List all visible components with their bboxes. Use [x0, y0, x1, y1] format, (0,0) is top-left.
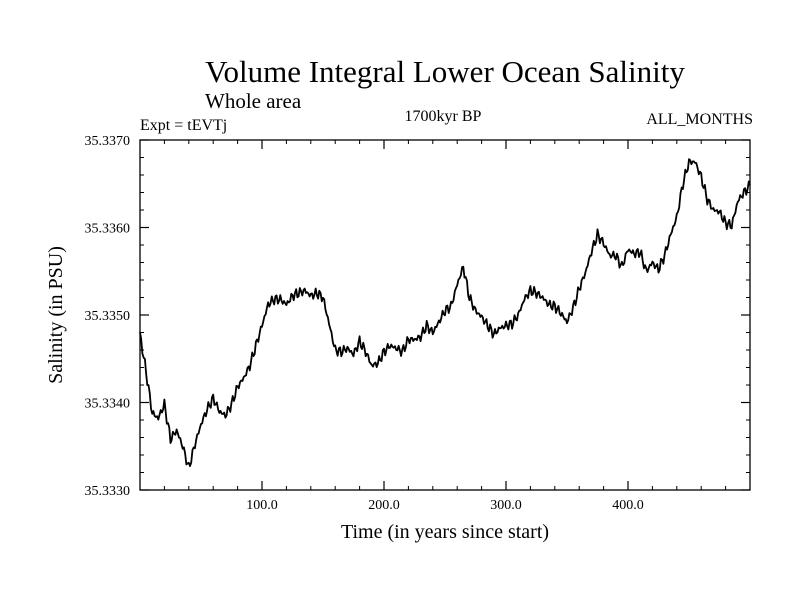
- chart-title: Volume Integral Lower Ocean Salinity: [205, 54, 685, 89]
- chart-subtitle: Whole area: [205, 89, 302, 113]
- y-tick-label: 35.3360: [85, 222, 131, 237]
- x-tick-label: 100.0: [246, 498, 278, 513]
- period-label: 1700kyr BP: [405, 108, 482, 125]
- y-tick-label: 35.3330: [85, 484, 131, 499]
- y-tick-label: 35.3340: [85, 397, 131, 412]
- y-axis-label: Salinity (in PSU): [45, 246, 67, 384]
- x-tick-label: 300.0: [490, 498, 522, 513]
- y-tick-label: 35.3370: [85, 134, 131, 149]
- y-tick-label: 35.3350: [85, 309, 131, 324]
- x-axis: 100.0 200.0 300.0 400.0: [163, 140, 727, 513]
- y-axis: 35.3330 35.3340 35.3350 35.3360 35.3370: [85, 134, 750, 499]
- experiment-label: Expt = tEVTj: [140, 117, 227, 134]
- months-label: ALL_MONTHS: [646, 111, 753, 128]
- x-tick-label: 200.0: [368, 498, 400, 513]
- x-axis-label: Time (in years since start): [341, 521, 549, 543]
- x-tick-label: 400.0: [612, 498, 644, 513]
- salinity-series-line: [139, 158, 751, 467]
